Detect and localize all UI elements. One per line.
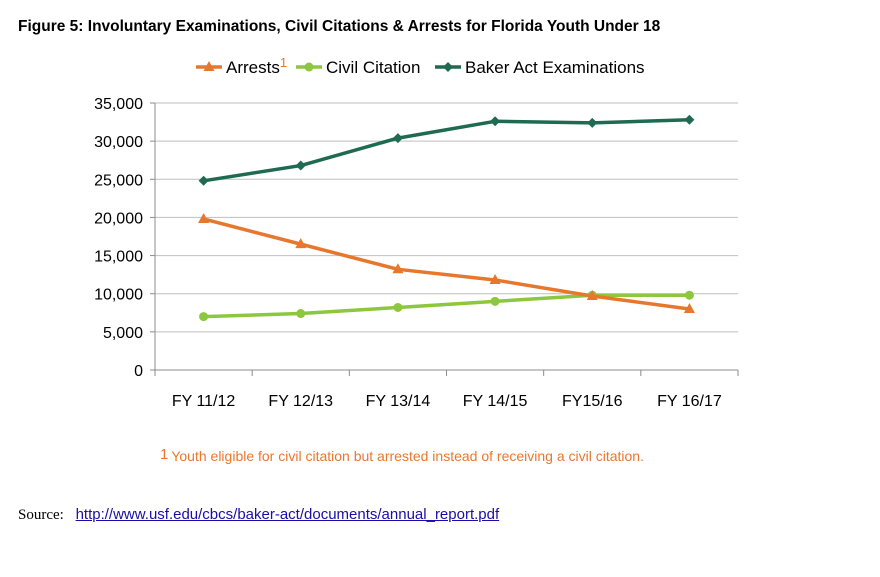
- data-point: [199, 312, 209, 322]
- footnote: 1 Youth eligible for civil citation but a…: [160, 446, 644, 464]
- data-point: [295, 238, 307, 249]
- x-tick-label: FY 13/14: [366, 393, 431, 410]
- legend-label: Arrests1: [226, 55, 287, 77]
- figure-title: Figure 5: Involuntary Examinations, Civi…: [18, 18, 661, 35]
- data-point: [490, 116, 501, 127]
- series-line: [203, 118, 690, 183]
- data-point: [443, 62, 453, 72]
- data-point: [684, 114, 695, 125]
- y-tick-label: 35,000: [94, 96, 143, 113]
- source-label: Source:: [18, 507, 64, 523]
- y-tick-label: 30,000: [94, 134, 143, 151]
- series-line: [203, 293, 690, 319]
- x-axis-ticks: FY 11/12 FY 12/13 FY 13/14 FY 14/15 FY15/16 F…: [154, 370, 739, 410]
- y-axis-ticks: 0 5,000 10,000 15,000 20,000 25,000 30,000 35,0…: [94, 96, 155, 380]
- footnote-marker: 1: [160, 446, 169, 463]
- gridlines: [155, 102, 738, 333]
- legend-label: Civil Citation: [326, 58, 420, 77]
- data-point: [296, 309, 306, 319]
- data-point: [203, 61, 215, 71]
- data-point: [489, 273, 501, 284]
- data-point: [490, 296, 500, 306]
- x-tick-label: FY 11/12: [172, 393, 236, 410]
- x-tick-label: FY15/16: [562, 393, 623, 410]
- series-baker-act-examinations: [198, 114, 695, 186]
- y-tick-label: 25,000: [94, 172, 143, 189]
- legend-item: Arrests1: [196, 55, 287, 77]
- legend-label: Baker Act Examinations: [465, 58, 645, 77]
- legend-item: Baker Act Examinations: [435, 58, 645, 77]
- series-arrests: [198, 212, 695, 313]
- data-point: [304, 62, 314, 72]
- series-civil-citation: [199, 290, 694, 322]
- data-point: [392, 263, 404, 274]
- chart-series: [198, 114, 695, 322]
- y-tick-label: 0: [134, 363, 143, 380]
- y-tick-label: 10,000: [94, 287, 143, 304]
- chart-legend: Arrests1 Civil Citation Baker Act Examinat…: [196, 55, 645, 77]
- x-tick-label: FY 14/15: [463, 393, 528, 410]
- data-point: [295, 160, 306, 171]
- x-tick-label: FY 12/13: [268, 393, 333, 410]
- data-point: [586, 290, 598, 301]
- y-tick-label: 5,000: [103, 325, 143, 342]
- source-line: Source: http://www.usf.edu/cbcs/baker-ac…: [18, 506, 499, 524]
- footnote-text: Youth eligible for civil citation but ar…: [171, 448, 644, 464]
- source-link[interactable]: http://www.usf.edu/cbcs/baker-act/docume…: [75, 506, 500, 523]
- y-tick-label: 15,000: [94, 249, 143, 266]
- data-point: [684, 290, 694, 300]
- data-point: [683, 302, 695, 313]
- data-point: [198, 212, 210, 223]
- series-line: [203, 217, 690, 311]
- legend-superscript: 1: [280, 55, 287, 70]
- y-tick-label: 20,000: [94, 210, 143, 227]
- legend-item: Civil Citation: [296, 58, 420, 77]
- axes: [154, 103, 738, 371]
- data-point: [393, 302, 403, 312]
- data-point: [392, 133, 403, 144]
- data-point: [587, 117, 598, 128]
- x-tick-label: FY 16/17: [657, 393, 722, 410]
- data-point: [198, 175, 209, 186]
